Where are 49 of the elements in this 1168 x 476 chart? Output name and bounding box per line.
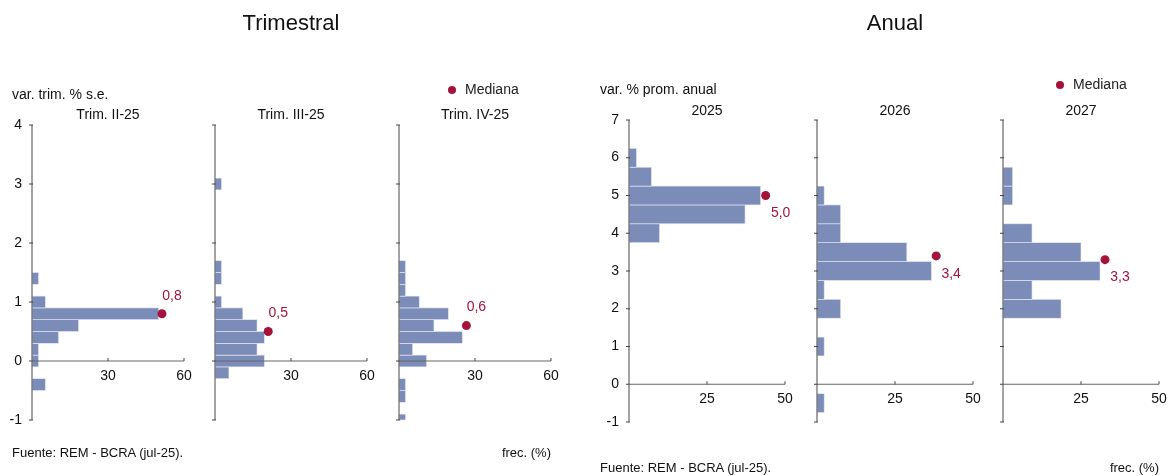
- chart-title: 2026: [879, 102, 911, 118]
- x-tick-label: 25: [699, 389, 715, 406]
- annotation: 0,8: [162, 286, 182, 303]
- y-tick-label: 2: [611, 299, 620, 316]
- chart-title: Trim. II-25: [76, 106, 140, 122]
- y-tick-label: -1: [606, 412, 620, 429]
- x-tick-label: 25: [1073, 389, 1089, 406]
- y-tick-label: -1: [9, 410, 23, 427]
- annotation: 3,3: [1110, 268, 1130, 285]
- legend-label: Mediana: [465, 80, 519, 97]
- annotation: 0,6: [466, 298, 487, 315]
- x-tick-label: 60: [543, 366, 559, 383]
- x-tick-label: 50: [1151, 389, 1167, 406]
- legend-label: Mediana: [1073, 75, 1127, 92]
- x-tick-label: 60: [176, 366, 192, 383]
- x-tick-label: 25: [887, 389, 903, 406]
- y-tick-label: 5: [611, 186, 620, 203]
- chart-title: 2025: [691, 102, 723, 118]
- y-tick-label: 3: [14, 174, 23, 191]
- x-tick-label: 30: [467, 366, 483, 383]
- y-axis-title: var. % prom. anual: [600, 80, 717, 97]
- y-tick-label: 6: [611, 148, 620, 165]
- x-tick-label: 50: [777, 389, 793, 406]
- y-tick-label: 0: [611, 374, 620, 391]
- x-tick-label: 60: [359, 366, 375, 383]
- chart-title: Trim. IV-25: [441, 106, 510, 122]
- y-tick-label: 1: [611, 337, 620, 354]
- annotation: 0,5: [268, 304, 289, 321]
- source-note: Fuente: REM - BCRA (jul-25).: [12, 445, 184, 460]
- y-tick-label: 2: [14, 233, 23, 250]
- y-tick-label: 0: [14, 351, 23, 368]
- x-tick-label: 30: [283, 366, 299, 383]
- y-tick-label: 4: [611, 223, 620, 240]
- chart-subtitle: Anual: [866, 10, 924, 35]
- annotation: 5,0: [770, 204, 791, 221]
- x-tick-label: 30: [100, 366, 116, 383]
- y-tick-label: 3: [611, 261, 620, 278]
- y-axis-title: var. trim. % s.e.: [12, 85, 109, 102]
- chart-title: Trim. III-25: [257, 106, 325, 122]
- y-tick-label: 1: [14, 292, 23, 309]
- x-axis-title: frec. (%): [501, 445, 551, 460]
- x-tick-label: 50: [965, 389, 981, 406]
- y-tick-label: 4: [14, 115, 23, 132]
- x-axis-title: frec. (%): [1109, 460, 1159, 475]
- annotation: 3,4: [941, 264, 962, 281]
- chart-title: 2027: [1065, 102, 1097, 118]
- chart-subtitle: Trimestral: [242, 10, 340, 35]
- source-note: Fuente: REM - BCRA (jul-25).: [600, 460, 772, 475]
- y-tick-label: 7: [611, 110, 620, 127]
